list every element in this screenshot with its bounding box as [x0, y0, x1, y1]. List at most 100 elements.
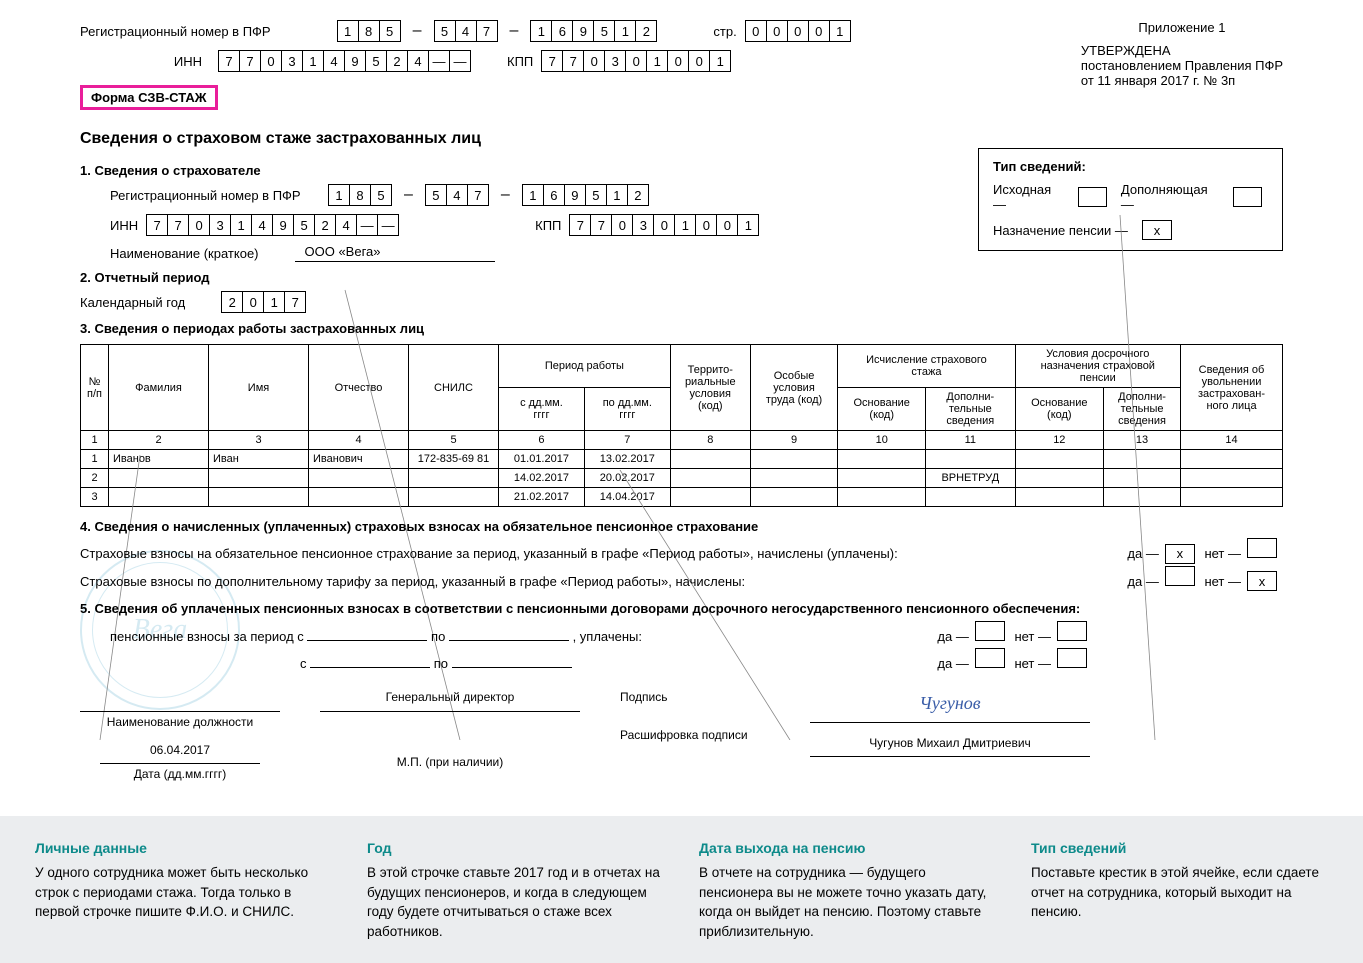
- cell: 4: [323, 50, 345, 72]
- col-dop2: Дополни-тельныесведения: [1104, 388, 1181, 431]
- cell: 5: [585, 184, 607, 206]
- cell: 9: [572, 20, 594, 42]
- callout-personal: Личные данные У одного сотрудника может …: [35, 838, 332, 942]
- date-label: Дата (дд.мм.гггг): [80, 764, 280, 786]
- cell: 9: [272, 214, 294, 236]
- col-s: с дд.мм.гггг: [499, 388, 585, 431]
- col-osn1: Основание(код): [838, 388, 926, 431]
- cell: 0: [716, 214, 738, 236]
- cell: 0: [625, 50, 647, 72]
- col-po: по дд.мм.гггг: [584, 388, 670, 431]
- tick-supplement: [1233, 187, 1262, 207]
- appendix-label: Приложение 1: [1081, 20, 1283, 35]
- periods-table: №п/п Фамилия Имя Отчество СНИЛС Период р…: [80, 344, 1283, 507]
- cell: 7: [167, 214, 189, 236]
- s1-reg-label: Регистрационный номер в ПФР: [110, 188, 320, 203]
- type-header: Тип сведений:: [993, 159, 1268, 174]
- resolution-line1: постановлением Правления ПФР: [1081, 58, 1283, 73]
- cell: 6: [543, 184, 565, 206]
- col-otch: Отчество: [309, 345, 409, 431]
- cell: 2: [314, 214, 336, 236]
- section3-header: 3. Сведения о периодах работы застрахова…: [80, 321, 1283, 336]
- cell: 0: [260, 50, 282, 72]
- document-title: Сведения о страховом стаже застрахованны…: [80, 130, 1283, 148]
- tick-pension: х: [1142, 220, 1172, 240]
- decode-label: Расшифровка подписи: [620, 725, 770, 747]
- signature: Чугунов: [919, 693, 980, 713]
- position-value: Генеральный директор: [320, 687, 580, 712]
- s4-line2: Страховые взносы по дополнительному тари…: [80, 570, 745, 593]
- cell: 7: [476, 20, 498, 42]
- inn-label: ИНН: [80, 54, 210, 69]
- section4-header: 4. Сведения о начисленных (уплаченных) с…: [80, 515, 1283, 538]
- cell: 2: [635, 20, 657, 42]
- table-row: 321.02.201714.04.2017: [81, 488, 1283, 507]
- cell: 1: [522, 184, 544, 206]
- cell: 7: [218, 50, 240, 72]
- col-fam: Фамилия: [109, 345, 209, 431]
- col-osob: Особыеусловиятруда (код): [750, 345, 838, 431]
- cell: 4: [455, 20, 477, 42]
- cell: 0: [766, 20, 788, 42]
- cell: 5: [379, 20, 401, 42]
- col-uvol: Сведения обувольнениизастрахован-ного ли…: [1181, 345, 1283, 431]
- type-initial: Исходная —: [993, 182, 1064, 212]
- cell: 7: [541, 50, 563, 72]
- cell: 4: [251, 214, 273, 236]
- position-label: Наименование должности: [80, 712, 280, 734]
- col-dop1: Дополни-тельныесведения: [926, 388, 1015, 431]
- table-row: 1ИвановИванИванович172-835-69 8101.01.20…: [81, 450, 1283, 469]
- type-supplement: Дополняющая —: [1121, 182, 1219, 212]
- cell: 7: [569, 214, 591, 236]
- cell: 1: [230, 214, 252, 236]
- cell: 8: [358, 20, 380, 42]
- full-name: Чугунов Михаил Дмитриевич: [810, 733, 1090, 758]
- cell: 3: [281, 50, 303, 72]
- tick-initial: [1078, 187, 1107, 207]
- col-usl: Условия досрочногоназначения страховойпе…: [1015, 345, 1180, 388]
- cell: 3: [604, 50, 626, 72]
- cell: 5: [370, 184, 392, 206]
- cell: 0: [242, 291, 264, 313]
- type-box: Тип сведений: Исходная — Дополняющая — Н…: [978, 148, 1283, 251]
- col-imya: Имя: [209, 345, 309, 431]
- cell: 2: [386, 50, 408, 72]
- cell: 4: [407, 50, 429, 72]
- section2-header: 2. Отчетный период: [80, 270, 1283, 285]
- type-pension: Назначение пенсии —: [993, 223, 1128, 238]
- cell: 5: [365, 50, 387, 72]
- cell: 1: [737, 214, 759, 236]
- cell: 7: [590, 214, 612, 236]
- cell: —: [356, 214, 378, 236]
- cell: 0: [188, 214, 210, 236]
- approval-block: Приложение 1 УТВЕРЖДЕНА постановлением П…: [1081, 20, 1283, 88]
- mp-label: М.П. (при наличии): [320, 752, 580, 774]
- cell: 1: [530, 20, 552, 42]
- col-period: Период работы: [499, 345, 671, 388]
- form-tag: Форма СЗВ-СТАЖ: [80, 85, 218, 110]
- table-row: 214.02.201720.02.2017ВРНЕТРУД: [81, 469, 1283, 488]
- cell: 1: [646, 50, 668, 72]
- cell: 8: [349, 184, 371, 206]
- col-isch: Исчисление страховогостажа: [838, 345, 1015, 388]
- s1-kpp-label: КПП: [535, 218, 561, 233]
- cell: 0: [653, 214, 675, 236]
- cell: 0: [745, 20, 767, 42]
- cell: 0: [583, 50, 605, 72]
- col-osn2: Основание(код): [1015, 388, 1104, 431]
- cell: 3: [632, 214, 654, 236]
- cell: 4: [335, 214, 357, 236]
- cell: 4: [446, 184, 468, 206]
- cell: 6: [551, 20, 573, 42]
- callout-retirement: Дата выхода на пенсию В отчете на сотруд…: [699, 838, 996, 942]
- callout-type: Тип сведений Поставьте крестик в этой яч…: [1031, 838, 1328, 942]
- cell: 1: [829, 20, 851, 42]
- year-label: Календарный год: [80, 295, 185, 310]
- cell: —: [449, 50, 471, 72]
- callouts-row: Личные данные У одного сотрудника может …: [0, 816, 1363, 963]
- org-name: ООО «Вега»: [295, 244, 495, 262]
- cell: 1: [337, 20, 359, 42]
- signature-label: Подпись: [620, 687, 770, 709]
- cell: 5: [593, 20, 615, 42]
- cell: 7: [239, 50, 261, 72]
